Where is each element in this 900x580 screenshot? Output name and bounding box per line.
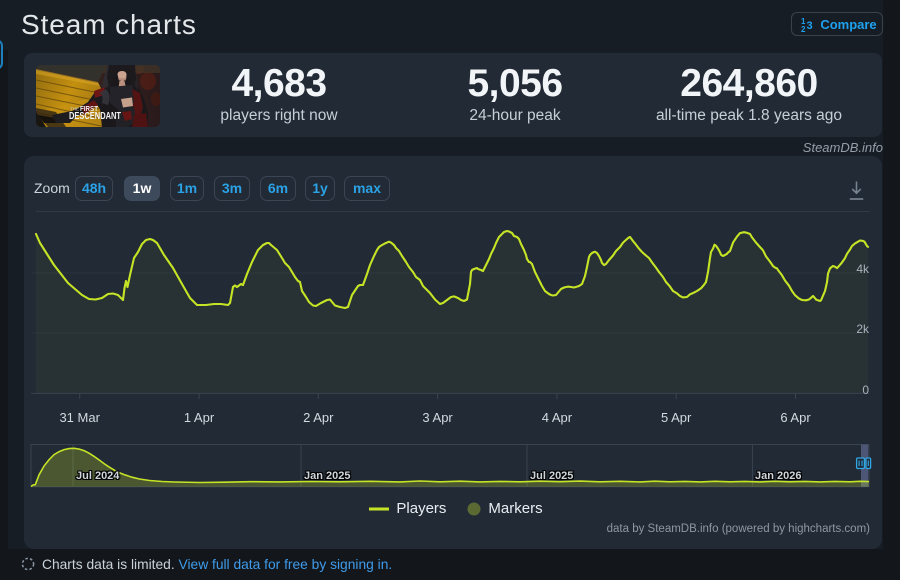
svg-text:FIRST: FIRST xyxy=(80,104,98,113)
svg-text:1: 1 xyxy=(801,17,806,26)
svg-text:THE: THE xyxy=(70,107,79,112)
svg-text:2: 2 xyxy=(801,25,806,32)
svg-text:3: 3 xyxy=(807,20,813,32)
svg-text:DESCENDANT: DESCENDANT xyxy=(69,111,121,122)
